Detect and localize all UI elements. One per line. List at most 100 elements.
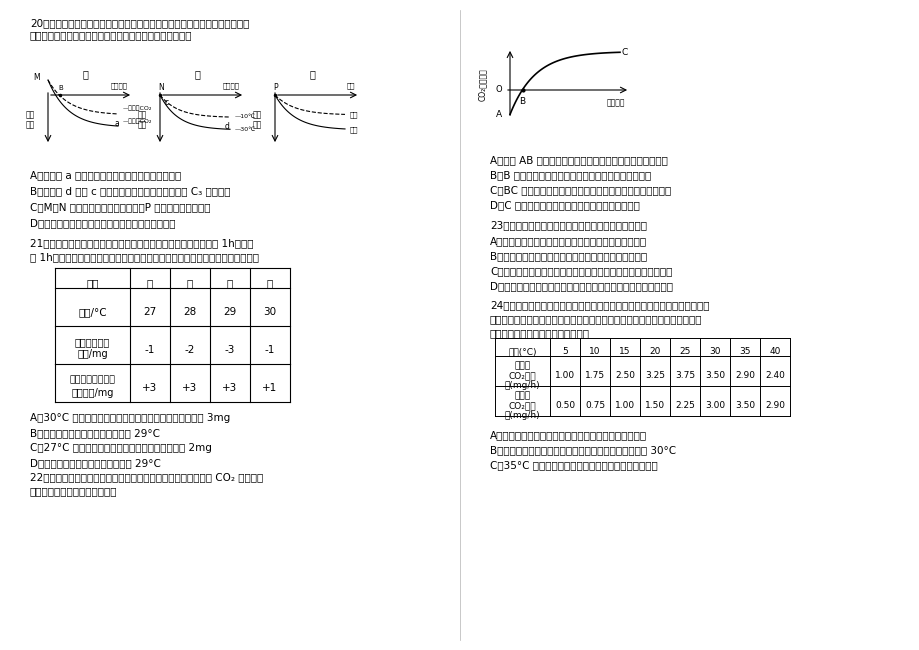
Text: 二: 二 [187, 278, 193, 288]
Text: 1.50: 1.50 [644, 401, 664, 410]
Text: B: B [519, 97, 525, 106]
Text: 35: 35 [739, 347, 750, 356]
Text: P: P [273, 83, 278, 92]
Text: A．曲线 AB 段表示绿色植物光合作用速率小于呼吸作用速率: A．曲线 AB 段表示绿色植物光合作用速率小于呼吸作用速率 [490, 155, 667, 165]
Text: 3.50: 3.50 [734, 401, 754, 410]
Text: 三: 三 [227, 278, 233, 288]
Text: —低浓度CO₂: —低浓度CO₂ [123, 105, 153, 111]
Text: +1: +1 [262, 383, 278, 393]
Text: 示。下列有关该实验的说法正确的是: 示。下列有关该实验的说法正确的是 [490, 328, 589, 338]
Text: 40: 40 [768, 347, 780, 356]
Text: 成的曲线。下列叙述不正确的是: 成的曲线。下列叙述不正确的是 [30, 486, 118, 496]
Text: 光合
速率: 光合 速率 [252, 111, 261, 130]
Text: —10℃: —10℃ [234, 114, 255, 120]
Text: A．30°C 下该绿叶每小时经光合作用合成有机物的总量是 3mg: A．30°C 下该绿叶每小时经光合作用合成有机物的总量是 3mg [30, 413, 230, 423]
Text: C．BC 段表示随光照强度增加，绿色植物的光合作用速率增大: C．BC 段表示随光照强度增加，绿色植物的光合作用速率增大 [490, 185, 671, 195]
Text: O: O [494, 86, 502, 94]
Text: 温度/°C: 温度/°C [78, 307, 107, 317]
Text: +3: +3 [142, 383, 157, 393]
Text: 组别: 组别 [86, 278, 98, 288]
Text: 3.50: 3.50 [704, 371, 724, 380]
Text: 28: 28 [183, 307, 197, 317]
Text: 强光: 强光 [349, 126, 358, 133]
Text: A．甲图中 a 点的限制因素可能是叶绿体中酶的数量: A．甲图中 a 点的限制因素可能是叶绿体中酶的数量 [30, 170, 181, 180]
Text: 5: 5 [562, 347, 567, 356]
Text: 光照下: 光照下 [514, 361, 530, 370]
Text: 15: 15 [618, 347, 630, 356]
Text: B．昼夜不停地光照，最有利于该绿色植物生长的温度是 30°C: B．昼夜不停地光照，最有利于该绿色植物生长的温度是 30°C [490, 445, 675, 455]
Text: 乙: 乙 [194, 69, 200, 79]
Text: C．神经元的突触小体内含有较多线粒体，有利于神经递质的释放: C．神经元的突触小体内含有较多线粒体，有利于神经递质的释放 [490, 266, 672, 276]
Text: 0.75: 0.75 [584, 401, 605, 410]
Text: -2: -2 [185, 345, 195, 355]
Text: 光照强度: 光照强度 [606, 98, 624, 107]
Text: A．该绿色植物细胞内呼吸和光合作用酶的最适温度相同: A．该绿色植物细胞内呼吸和光合作用酶的最适温度相同 [490, 430, 646, 440]
Text: d: d [225, 122, 230, 131]
Text: 2.90: 2.90 [765, 401, 784, 410]
Text: 30: 30 [709, 347, 720, 356]
Text: 一: 一 [147, 278, 153, 288]
Text: 重量变化/mg: 重量变化/mg [72, 388, 114, 398]
Text: c: c [165, 98, 169, 107]
Text: 2.25: 2.25 [675, 401, 694, 410]
Text: -1: -1 [144, 345, 155, 355]
Text: 23．下列关于细胞结构和功能相适应的叙述，错误的是: 23．下列关于细胞结构和功能相适应的叙述，错误的是 [490, 220, 646, 230]
Text: A．根尖成熟区细胞具有中央大液泡，有利于水分的吸收: A．根尖成熟区细胞具有中央大液泡，有利于水分的吸收 [490, 236, 646, 246]
Text: 变化/mg: 变化/mg [77, 349, 108, 359]
Text: 25: 25 [678, 347, 690, 356]
Text: +3: +3 [182, 383, 198, 393]
Text: 0.50: 0.50 [554, 401, 574, 410]
Text: C: C [621, 47, 628, 57]
Text: 暗处理后重量: 暗处理后重量 [74, 337, 110, 347]
Text: 24．将盆栽绿色植物放在特定的密闭实验装置中，研究温度对光合作用和细胞: 24．将盆栽绿色植物放在特定的密闭实验装置中，研究温度对光合作用和细胞 [490, 300, 709, 310]
Text: 量(mg/h): 量(mg/h) [505, 411, 539, 420]
Text: 呼吸的影响，实验测得的二氧化碳减少量和增加量为指标，实验结果如下表所: 呼吸的影响，实验测得的二氧化碳减少量和增加量为指标，实验结果如下表所 [490, 314, 702, 324]
Text: M: M [33, 73, 40, 82]
Text: C．27°C 下该绿叶在整个实验期间积累的有机物是 2mg: C．27°C 下该绿叶在整个实验期间积累的有机物是 2mg [30, 443, 211, 453]
Text: 30: 30 [263, 307, 277, 317]
Text: a: a [115, 118, 119, 127]
Text: 1.00: 1.00 [554, 371, 574, 380]
Text: N: N [158, 83, 164, 92]
Text: 光照强度: 光照强度 [222, 83, 240, 89]
Text: A: A [495, 110, 502, 119]
Text: CO₂的吸收量: CO₂的吸收量 [477, 69, 486, 101]
Text: —高浓度CO₂: —高浓度CO₂ [123, 118, 153, 124]
Text: CO₂减少: CO₂减少 [508, 371, 536, 380]
Text: 素外，其他环境因素均控制在最适范围。下列分析错误的是: 素外，其他环境因素均控制在最适范围。下列分析错误的是 [30, 30, 192, 40]
Text: —30℃: —30℃ [234, 127, 255, 132]
Text: 黑暗下: 黑暗下 [514, 391, 530, 400]
Text: 2.40: 2.40 [765, 371, 784, 380]
Text: +3: +3 [222, 383, 237, 393]
Text: 29: 29 [223, 307, 236, 317]
Text: 光合
速率: 光合 速率 [26, 111, 35, 130]
Text: 3.25: 3.25 [644, 371, 664, 380]
Text: 量(mg/h): 量(mg/h) [505, 381, 539, 390]
Text: -3: -3 [224, 345, 235, 355]
Text: 22．下图为原来置于黑暗环境中的绿色植物曝光后，根据其吸收 CO₂ 的量绘制: 22．下图为原来置于黑暗环境中的绿色植物曝光后，根据其吸收 CO₂ 的量绘制 [30, 472, 263, 482]
Text: 甲: 甲 [83, 69, 88, 79]
Text: 照 1h（光强相同），测其重量变化，得到如下表的数据。据此不能得出的结论是: 照 1h（光强相同），测其重量变化，得到如下表的数据。据此不能得出的结论是 [30, 252, 259, 262]
Text: 丙: 丙 [309, 69, 315, 79]
Text: B．该植物呼吸作用的最适温度约是 29°C: B．该植物呼吸作用的最适温度约是 29°C [30, 428, 160, 438]
Text: 21．将状况相同的某种绿叶分成四等组，在不同温度下分别暗处理 1h，再光: 21．将状况相同的某种绿叶分成四等组，在不同温度下分别暗处理 1h，再光 [30, 238, 254, 248]
Text: D．卵细胞的体积较大，能提高它与周围环境进行物质交换的效率: D．卵细胞的体积较大，能提高它与周围环境进行物质交换的效率 [490, 281, 673, 291]
Text: -1: -1 [265, 345, 275, 355]
Text: 2.90: 2.90 [734, 371, 754, 380]
Text: 温度: 温度 [346, 83, 355, 89]
Text: 光照强度: 光照强度 [111, 83, 128, 89]
Text: 2.50: 2.50 [614, 371, 634, 380]
Text: 四: 四 [267, 278, 273, 288]
Text: D．该植物光合作用的最适温度约是 29°C: D．该植物光合作用的最适温度约是 29°C [30, 458, 161, 468]
Text: C．35°C 时，有光情况下，光合作用速率比呼吸速率慢: C．35°C 时，有光情况下，光合作用速率比呼吸速率慢 [490, 460, 657, 470]
Text: 1.75: 1.75 [584, 371, 605, 380]
Text: 弱光: 弱光 [349, 111, 358, 118]
Text: C．M、N 点的限制因素是光照强度，P 点的限制因素是温度: C．M、N 点的限制因素是光照强度，P 点的限制因素是温度 [30, 202, 210, 212]
Text: B．B 点表示绿色植物的光合作用速率等于呼吸作用速率: B．B 点表示绿色植物的光合作用速率等于呼吸作用速率 [490, 170, 651, 180]
Text: D．C 点是光饱和点，此时绿色植物不进行呼吸作用: D．C 点是光饱和点，此时绿色植物不进行呼吸作用 [490, 200, 640, 210]
Text: 3.75: 3.75 [675, 371, 695, 380]
Text: CO₂增加: CO₂增加 [508, 401, 536, 410]
Text: 光照后与暗处理前: 光照后与暗处理前 [70, 375, 116, 384]
Text: 27: 27 [143, 307, 156, 317]
Text: B: B [58, 85, 62, 91]
